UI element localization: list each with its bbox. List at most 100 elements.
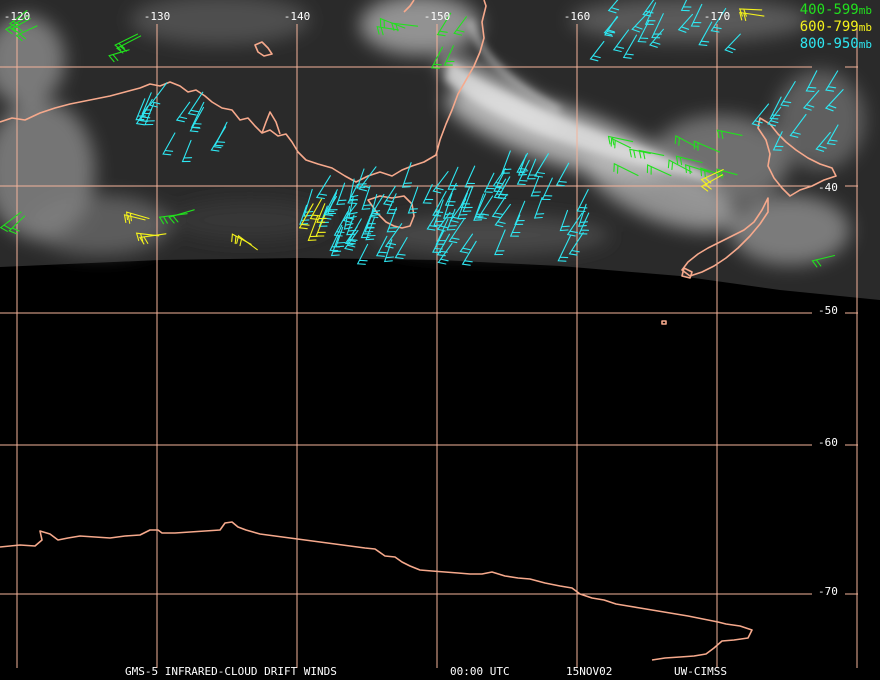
wind-barb [426, 209, 440, 231]
wind-barb [576, 189, 589, 213]
wind-barb [767, 106, 782, 127]
wind-barb [453, 16, 467, 36]
wind-barb [826, 124, 839, 146]
wind-barb [0, 211, 22, 232]
legend-unit: mb [858, 4, 872, 17]
wind-barb [446, 208, 457, 231]
wind-barb [631, 10, 651, 33]
pressure-level-legend: 400-599mb 600-799mb 800-950 mb [800, 2, 872, 53]
wind-barb [716, 129, 743, 140]
wind-barb [622, 34, 638, 59]
wind-barb [530, 176, 541, 197]
wind-barbs [0, 0, 844, 268]
wind-barb [459, 233, 474, 254]
wind-barb [433, 199, 444, 227]
legend-item-600-799: 600-799mb [800, 19, 872, 36]
wind-barb [649, 28, 664, 48]
wind-barb [646, 164, 672, 177]
lat-label-50: -50 [818, 304, 838, 317]
wind-barb [603, 16, 619, 36]
wind-barb [443, 45, 455, 66]
wind-barb [138, 233, 167, 245]
wind-barb [739, 11, 765, 22]
wind-barb [578, 212, 590, 235]
wind-barb [589, 40, 605, 62]
coastline-campbell-island [661, 320, 667, 325]
wind-barb [541, 177, 553, 201]
wind-barb [365, 216, 376, 241]
wind-barb [315, 175, 331, 200]
legend-range: 800-950 [799, 36, 859, 52]
wind-barb [772, 131, 784, 151]
wind-barb [751, 103, 770, 127]
wind-barb [629, 148, 651, 159]
footer-time: 00:00 UTC [450, 665, 510, 678]
wind-barb [559, 209, 570, 232]
wind-barb [149, 82, 168, 108]
wind-barb [514, 200, 526, 225]
lat-label-60: -60 [818, 436, 838, 449]
wind-barb [346, 218, 362, 245]
wind-barb [674, 135, 698, 148]
wind-barb [189, 106, 205, 133]
wind-barb [811, 254, 836, 268]
wind-barb [680, 0, 692, 12]
wind-barb [8, 215, 26, 235]
wind-barb [675, 155, 703, 166]
wind-barb [108, 49, 130, 63]
wind-barb [533, 153, 549, 178]
wind-barb [436, 12, 452, 37]
wind-barb [141, 92, 153, 115]
wind-barb [477, 195, 494, 220]
wind-barb [464, 165, 476, 188]
wind-barb [700, 174, 724, 192]
wind-barb [492, 168, 506, 188]
wind-barb [516, 152, 529, 174]
wind-barb [684, 164, 711, 175]
lat-label-40: -40 [818, 181, 838, 194]
wind-barb [526, 158, 538, 180]
wind-barb [448, 217, 466, 244]
wind-barb [214, 121, 228, 147]
wind-barb [824, 89, 844, 112]
wind-barb [299, 204, 310, 225]
wind-barb [432, 190, 447, 217]
wind-barb [698, 21, 713, 46]
wind-barb [459, 186, 471, 209]
lon-label-130: -130 [143, 10, 171, 23]
wind-barb [375, 235, 388, 257]
wind-barb [612, 29, 630, 53]
wind-barb [376, 26, 399, 36]
wind-barb [566, 212, 583, 237]
wind-barb [738, 8, 763, 17]
coastline-gulf-island [254, 41, 273, 57]
wind-barb [11, 18, 31, 34]
coastline-cape-york-fragment [403, 0, 415, 13]
wind-barb [677, 13, 694, 33]
wind-barb [667, 159, 693, 173]
wind-barb [780, 81, 796, 107]
wind-barb [557, 235, 571, 262]
wind-barb [437, 242, 453, 265]
wind-barb [430, 46, 443, 69]
wind-barb [327, 192, 338, 215]
wind-barb [491, 193, 508, 219]
wind-barb [651, 13, 664, 39]
wind-barb [15, 25, 38, 42]
legend-unit: mb [858, 21, 872, 34]
wind-barb [555, 162, 570, 187]
wind-barb [613, 162, 639, 177]
wind-barb [494, 229, 506, 256]
wind-barb [710, 7, 727, 33]
lon-label-170: -170 [703, 10, 731, 23]
legend-item-400-599: 400-599mb [800, 2, 872, 19]
coastline-spencer-gulf [261, 111, 281, 135]
wind-barb [162, 132, 176, 156]
wind-barb [298, 203, 314, 230]
wind-barb [125, 211, 150, 222]
coastline-new-zealand-south [681, 197, 769, 277]
wind-barb [805, 70, 818, 93]
wind-barb [391, 22, 419, 32]
coastline-new-zealand-north [757, 117, 837, 197]
